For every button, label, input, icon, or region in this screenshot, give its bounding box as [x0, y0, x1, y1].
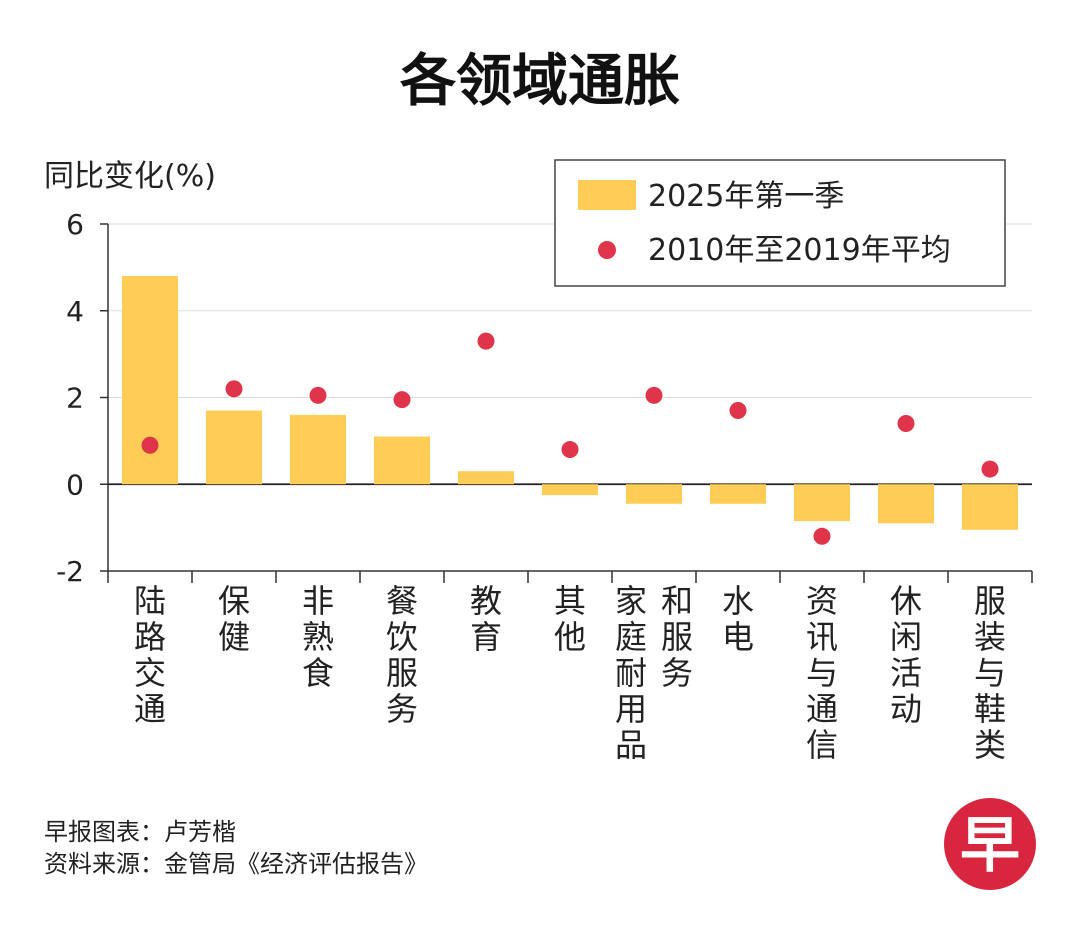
- footer-source: 资料来源：金管局《经济评估报告》: [44, 850, 428, 878]
- y-tick-label: -2: [56, 555, 84, 588]
- category-label-char: 教: [470, 582, 502, 620]
- bar: [542, 484, 598, 496]
- category-label-char: 讯: [806, 618, 838, 656]
- y-ticks: 6 4 2 0 -2: [56, 208, 84, 588]
- category-label-char: 食: [302, 654, 334, 692]
- bar: [458, 471, 514, 485]
- dots: [141, 332, 999, 545]
- category-label-char: 动: [890, 690, 922, 728]
- bar: [794, 484, 850, 522]
- category-label-char: 类: [974, 726, 1006, 764]
- dot-point: [477, 332, 495, 350]
- dot-point: [141, 436, 159, 454]
- dot-point: [645, 386, 663, 404]
- dot-point: [981, 460, 999, 478]
- category-label-char: 服: [974, 582, 1006, 620]
- y-tick-label: 2: [66, 382, 84, 415]
- category-label-char: 休: [890, 582, 922, 620]
- category-label-char: 陆: [134, 582, 166, 620]
- y-tick-label: 6: [66, 208, 84, 241]
- dot-point: [729, 402, 747, 420]
- category-label-char: 健: [218, 618, 250, 656]
- category-label-char: 务: [661, 654, 693, 692]
- dot-point: [897, 415, 915, 433]
- category-label-char: 交: [134, 654, 166, 692]
- dot-point: [309, 386, 327, 404]
- legend-swatch-bar: [578, 180, 636, 210]
- category-label-char: 品: [615, 726, 647, 764]
- category-label-char: 装: [974, 618, 1006, 656]
- footer-credit: 早报图表：卢芳楷: [44, 818, 236, 846]
- bar: [962, 484, 1018, 530]
- legend: 2025年第一季 2010年至2019年平均: [554, 159, 1006, 287]
- category-label-char: 路: [134, 618, 166, 656]
- category-label-char: 熟: [302, 618, 334, 656]
- logo-circle: [944, 798, 1036, 890]
- category-label-char: 务: [386, 690, 418, 728]
- category-label-char: 与: [974, 654, 1006, 692]
- category-labels: 陆路交通保健非熟食餐饮服务教育其他家庭耐用品和服务水电资讯与通信休闲活动服装与鞋…: [134, 582, 1006, 764]
- bar: [290, 414, 346, 485]
- bar: [206, 410, 262, 485]
- category-label-char: 服: [386, 654, 418, 692]
- category-label-char: 非: [302, 582, 334, 620]
- bars: [122, 276, 1018, 530]
- category-label-char: 水: [722, 582, 754, 620]
- chart-title: 各领域通胀: [400, 49, 680, 114]
- y-tick-label: 0: [66, 468, 84, 501]
- category-label-char: 饮: [386, 618, 418, 656]
- bar: [374, 436, 430, 485]
- y-axis-label: 同比变化(%): [44, 159, 216, 194]
- category-label-char: 服: [661, 618, 693, 656]
- category-label-char: 电: [722, 618, 754, 656]
- category-label-char: 庭: [615, 618, 647, 656]
- legend-label-dot: 2010年至2019年平均: [648, 233, 951, 268]
- category-label-char: 资: [806, 582, 838, 620]
- category-label-char: 通: [134, 690, 166, 728]
- category-label-char: 鞋: [974, 690, 1006, 728]
- y-tick-label: 4: [66, 295, 84, 328]
- category-label-char: 他: [554, 618, 586, 656]
- dot-point: [225, 380, 243, 398]
- category-label-char: 和: [661, 582, 693, 620]
- category-label-char: 信: [806, 726, 838, 764]
- category-label-char: 耐: [615, 654, 647, 692]
- category-label-char: 活: [890, 654, 922, 692]
- legend-swatch-dot: [598, 241, 616, 259]
- category-label-char: 用: [615, 690, 647, 728]
- category-label-char: 育: [470, 618, 502, 656]
- category-label-char: 其: [554, 582, 586, 620]
- category-label-char: 与: [806, 654, 838, 692]
- category-label-char: 闲: [890, 618, 922, 656]
- dot-point: [561, 441, 579, 459]
- category-label-char: 餐: [386, 582, 418, 620]
- bar: [878, 484, 934, 524]
- bar: [710, 484, 766, 504]
- dot-point: [393, 391, 411, 409]
- category-label-char: 保: [218, 582, 250, 620]
- dot-point: [813, 527, 831, 545]
- category-label-char: 通: [806, 690, 838, 728]
- legend-label-bar: 2025年第一季: [648, 179, 844, 214]
- bar: [626, 484, 682, 504]
- category-label-char: 家: [615, 582, 647, 620]
- logo-char: 早: [960, 811, 1020, 881]
- zaobao-logo: 早: [944, 798, 1036, 890]
